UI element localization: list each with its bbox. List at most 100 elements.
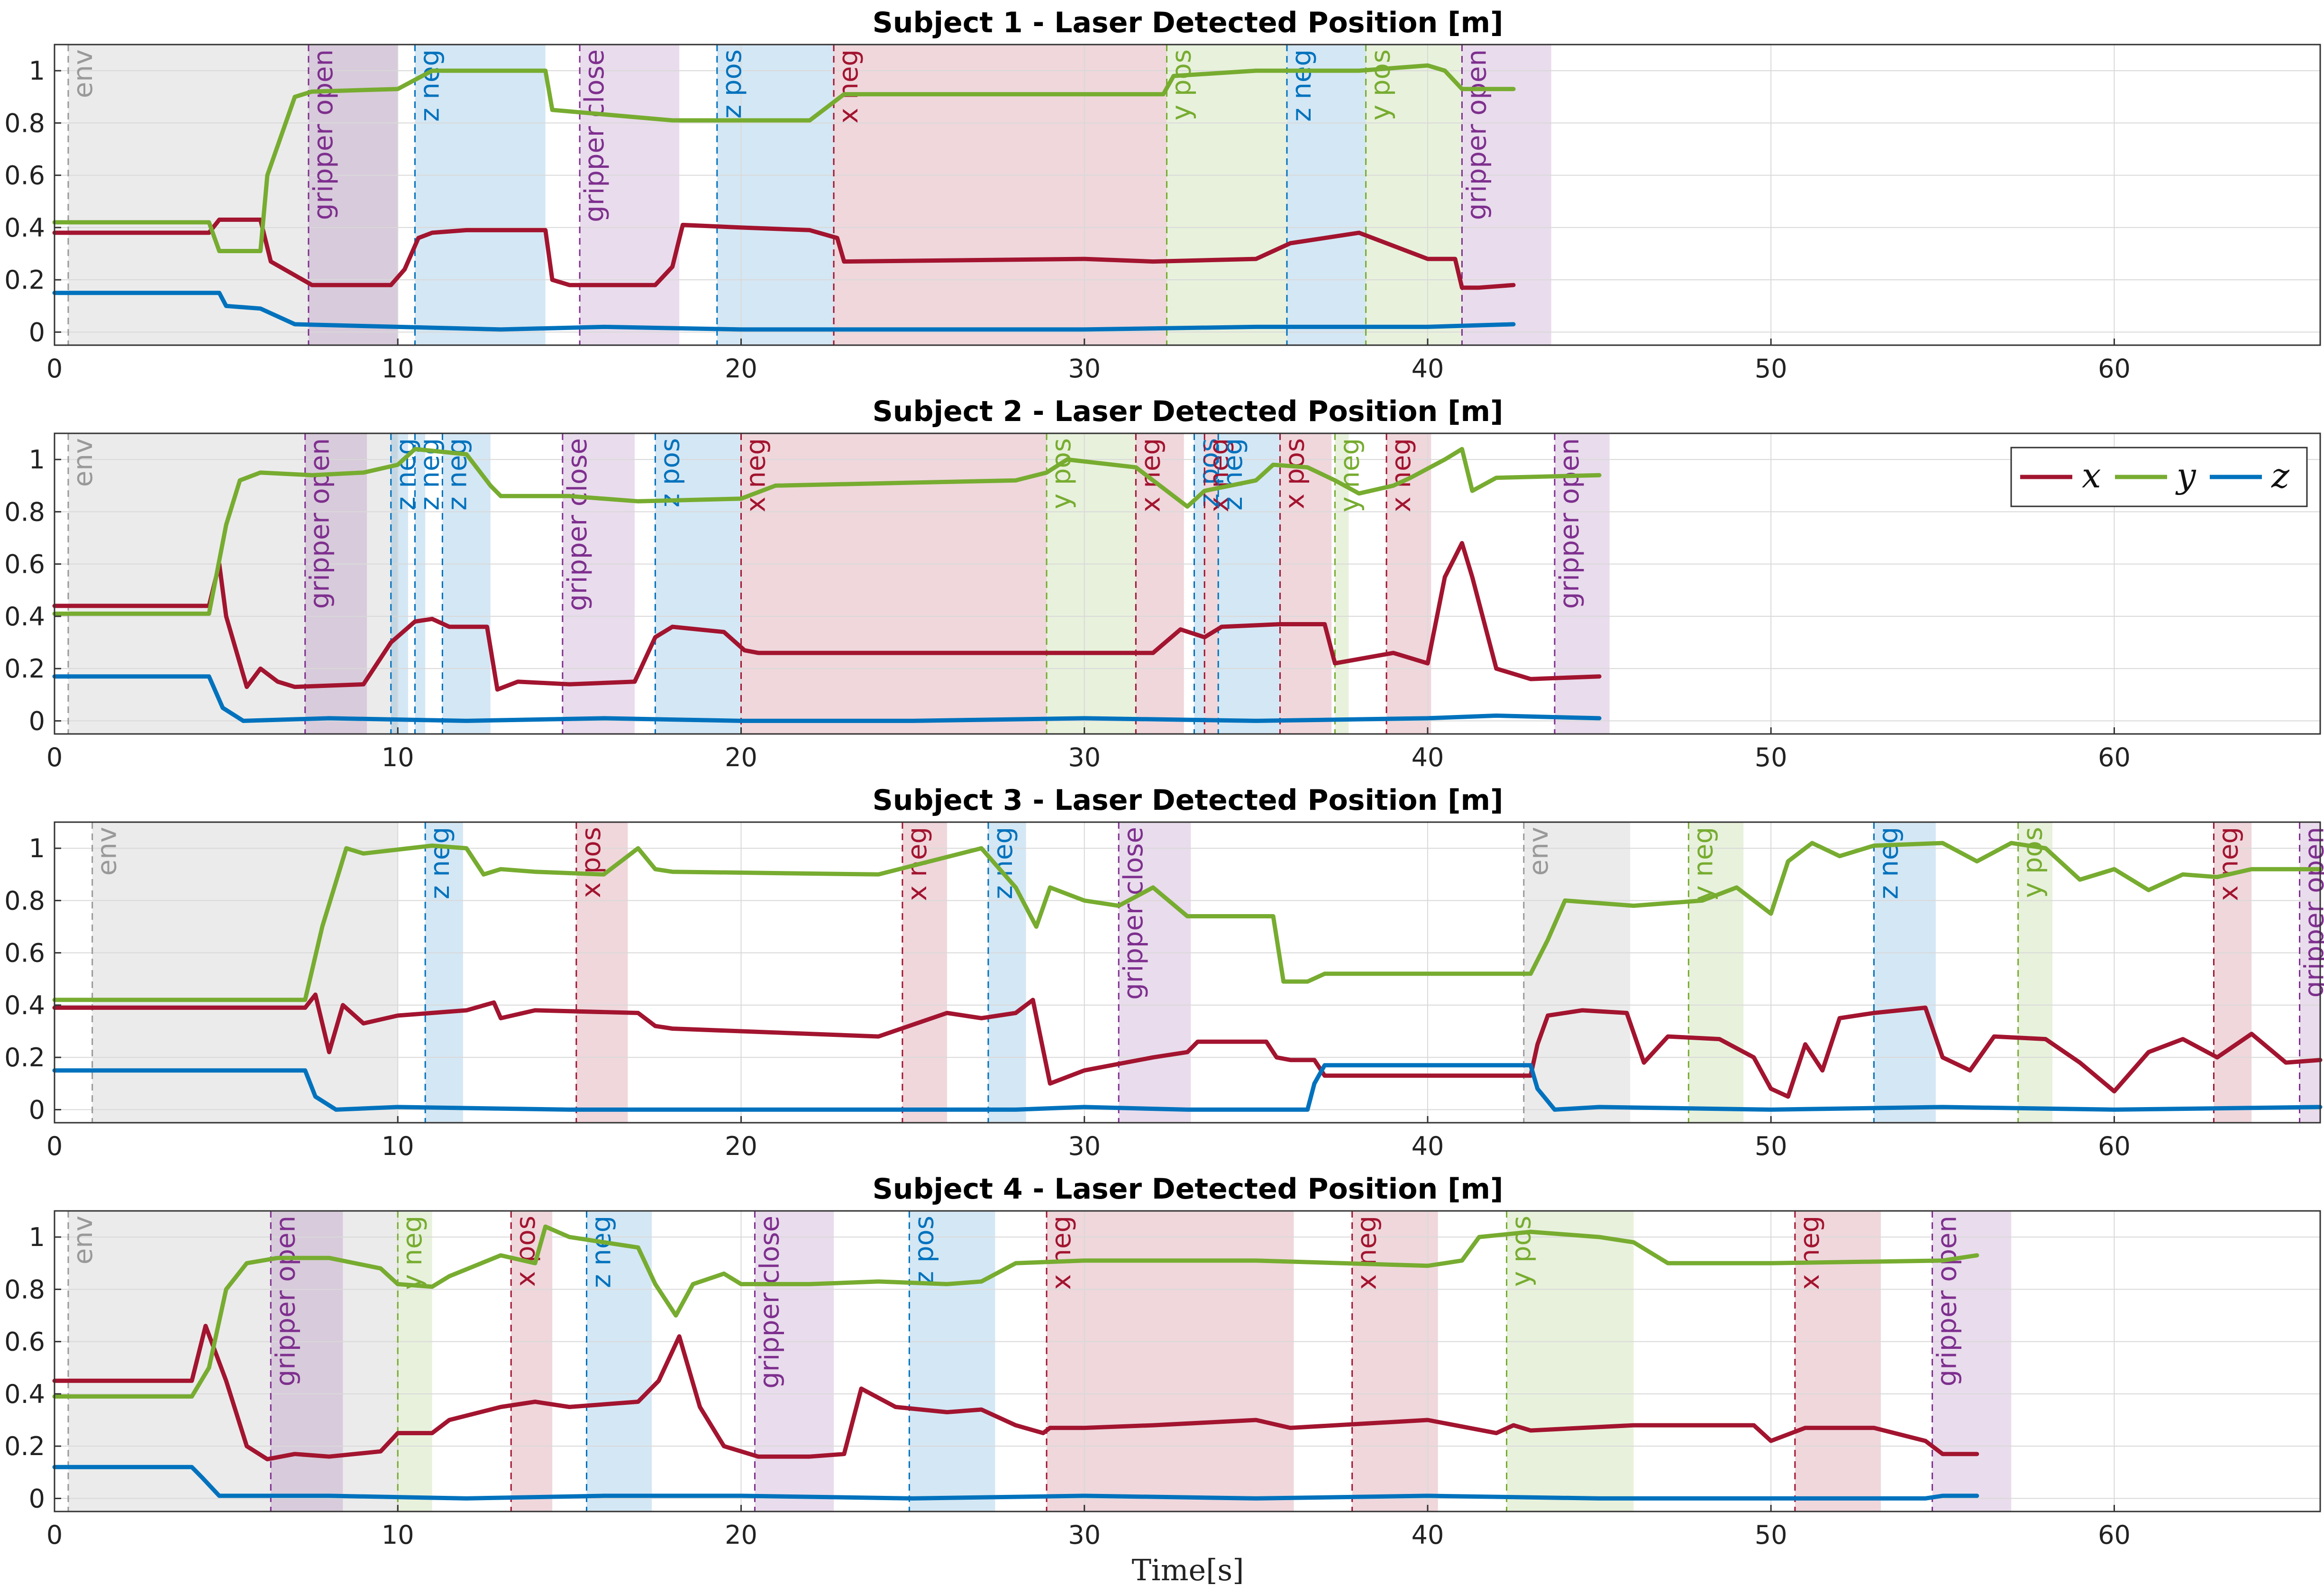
subplot-4-segment-2-label: gripper open: [270, 1216, 301, 1386]
subplot-3-segment-7-label: env: [1523, 827, 1554, 876]
subplot-3-segment-2: [425, 822, 463, 1123]
subplot-3-axes-box: [54, 821, 2321, 1124]
subplot-3-segment-3-label: x pos: [576, 827, 607, 898]
subplot-2-xtick-label-1: 10: [382, 742, 414, 772]
subplot-1-segment-9: [1366, 45, 1462, 345]
subplot-3-grid: [54, 822, 2320, 1123]
subplot-2-xtick-label-6: 60: [2098, 742, 2131, 772]
subplot-1-series-x: [52, 217, 1516, 290]
legend: x y z: [2010, 447, 2308, 507]
subplot-4-segment-5-label: z neg: [586, 1216, 617, 1288]
subplot-1-xtick-label-5: 50: [1755, 354, 1787, 384]
legend-x-label: x: [2082, 456, 2101, 495]
subplot-4-ytick-label-0: 0: [29, 1484, 45, 1513]
subplot-2-series-x: [52, 541, 1602, 692]
subplot-2-segment-5-label: z neg: [442, 438, 473, 511]
subplot-4-xtick-label-3: 30: [1068, 1520, 1101, 1550]
subplot-4-xtick-label-0: 0: [46, 1520, 63, 1550]
subplot-4-segment-11-label: x neg: [1795, 1216, 1825, 1290]
subplot-4-segment-9: [1352, 1211, 1438, 1512]
subplot-2-segment-7-label: z pos: [655, 438, 685, 507]
subplot-3-segment-1: [92, 822, 398, 1123]
subplot-2-title: Subject 2 - Laser Detected Position [m]: [873, 395, 1504, 428]
subplot-2-segment-10-label: x neg: [1135, 438, 1166, 512]
subplot-2-xtick-label-3: 30: [1068, 742, 1101, 772]
subplot-2-axes-box: [54, 432, 2321, 735]
subplot-1-segment-9-label: y pos: [1366, 49, 1396, 120]
subplot-2-segment-4: [415, 433, 426, 734]
subplot-1-segment-8: [1287, 45, 1366, 345]
subplot-3-ytick-label-5: 1: [29, 834, 45, 863]
subplot-1-segment-1: [68, 45, 398, 345]
subplot-3-ytick-label-0: 0: [29, 1095, 45, 1125]
subplot-1-ytick-label-4: 0.8: [4, 108, 45, 138]
subplot-3-xtick-label-0: 0: [46, 1131, 63, 1161]
subplot-2-ytick-label-3: 0.6: [4, 550, 45, 579]
subplot-2-xtick-label-5: 50: [1755, 742, 1787, 772]
subplot-2: Subject 2 - Laser Detected Position [m] …: [4, 395, 2321, 772]
subplot-2-segment-5: [442, 433, 491, 734]
subplot-1-segment-10: [1462, 45, 1551, 345]
subplot-4-ytick-label-4: 0.8: [4, 1274, 45, 1304]
subplot-4-segment-8-label: x neg: [1046, 1216, 1077, 1290]
subplot-2-segment-15-label: y neg: [1334, 438, 1365, 512]
subplot-1-segment-5-label: z pos: [717, 49, 747, 119]
subplot-3-series-z: [52, 1063, 2323, 1112]
subplot-3-segment-9-label: z neg: [1873, 827, 1904, 899]
subplot-4-segment-6: [755, 1211, 834, 1512]
subplot-1-segment-7-label: y pos: [1167, 49, 1197, 120]
subplot-4-segment-1-label: env: [68, 1216, 99, 1264]
subplot-2-ytick-label-4: 0.8: [4, 497, 45, 527]
subplot-1-ytick-label-5: 1: [29, 56, 45, 86]
subplot-2-segment-14: [1280, 433, 1332, 734]
subplot-4-title: Subject 4 - Laser Detected Position [m]: [873, 1173, 1504, 1206]
subplot-4-segment-3: [398, 1211, 432, 1512]
subplot-3-segment-5: [988, 822, 1026, 1123]
subplot-1-segment-3: [415, 45, 546, 345]
subplot-1-segment-5: [717, 45, 834, 345]
subplot-4-segment-3-label: y neg: [397, 1216, 428, 1290]
subplot-2-background: [55, 433, 2320, 734]
subplot-3-plot-area: env z neg x pos x neg z neg gripper close env y…: [4, 821, 2324, 1161]
subplot-1-background: [55, 45, 2320, 345]
subplot-2-segment-8-label: x neg: [740, 438, 771, 512]
subplot-1-segment-8-label: z neg: [1286, 49, 1317, 122]
subplot-3-xtick-label-4: 40: [1412, 1131, 1444, 1161]
subplot-2-segment-17-label: gripper open: [1554, 438, 1585, 609]
subplot-2-ytick-label-0: 0: [29, 706, 45, 736]
subplot-2-segment-14-label: x pos: [1280, 438, 1311, 509]
subplot-3-segment-6-label: gripper close: [1118, 827, 1149, 1000]
subplot-4-axes-box: [54, 1210, 2321, 1512]
subplot-2-series-y: [52, 447, 1602, 616]
subplot-3-ytick-label-2: 0.4: [4, 990, 45, 1020]
subplot-4-xtick-label-4: 40: [1412, 1520, 1444, 1550]
subplot-2-segment-9: [1047, 433, 1136, 734]
subplot-3-background: [55, 822, 2320, 1123]
subplot-2-segment-1-label: env: [68, 438, 99, 487]
subplot-4-ytick-label-2: 0.4: [4, 1379, 45, 1409]
subplot-4-segment-2: [271, 1211, 343, 1512]
subplot-4-plot-area: env gripper open y neg x pos z neg gripper cl…: [4, 1210, 2321, 1550]
legend-z-label: z: [2271, 456, 2290, 495]
subplot-1-segment-2-label: gripper open: [308, 49, 339, 220]
subplot-4-ytick-label-5: 1: [29, 1222, 45, 1252]
subplot-2-ytick-label-2: 0.4: [4, 602, 45, 632]
subplot-1-axes-box: [54, 44, 2321, 346]
subplot-3-segment-10: [2018, 822, 2053, 1123]
subplot-2-ytick-label-5: 1: [29, 445, 45, 475]
subplot-3-segment-4: [902, 822, 948, 1123]
subplot-4-segment-10: [1506, 1211, 1634, 1512]
subplot-3-ytick-label-4: 0.8: [4, 886, 45, 916]
subplot-3-ytick-label-1: 0.2: [4, 1043, 45, 1072]
subplot-1-ytick-label-3: 0.6: [4, 161, 45, 191]
legend-y-label: y: [2175, 456, 2196, 495]
subplot-2-segment-7: [655, 433, 741, 734]
subplot-1-xtick-label-1: 10: [382, 354, 414, 384]
subplot-3-segment-7: [1523, 822, 1631, 1123]
subplot-3-segment-11-label: x neg: [2213, 827, 2244, 901]
subplot-1-xtick-label-0: 0: [46, 354, 63, 384]
subplot-1-ytick-label-1: 0.2: [4, 265, 45, 295]
subplot-3-segment-8: [1688, 822, 1744, 1123]
subplot-2-ytick-label-1: 0.2: [4, 654, 45, 684]
